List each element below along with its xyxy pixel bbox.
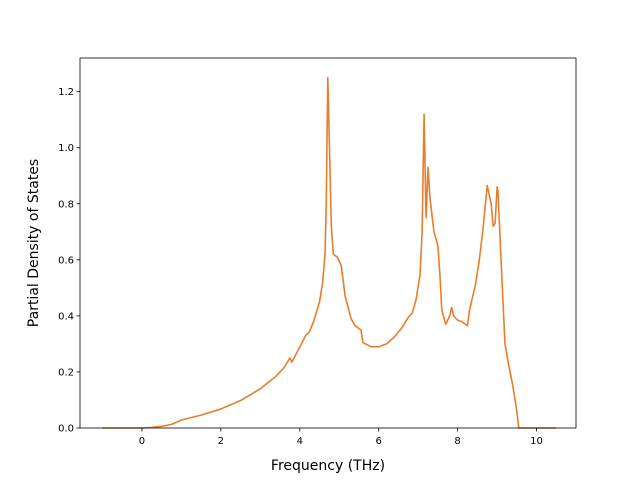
y-tick-label: 0.0	[58, 424, 74, 435]
y-tick-label: 0.6	[58, 255, 74, 266]
x-tick-label: 0	[139, 436, 145, 447]
plot-frame	[79, 57, 577, 429]
series-layer	[102, 76, 557, 429]
x-axis-label: Frequency (THz)	[271, 458, 385, 474]
x-tick-label: 6	[376, 436, 382, 447]
y-axis-label: Partial Density of States	[26, 159, 42, 327]
y-tick-label: 1.2	[58, 87, 74, 98]
x-axis-ticks: 0 2 4 6 8 10	[139, 428, 543, 447]
y-tick-label: 0.4	[58, 311, 74, 322]
y-tick-label: 1.0	[58, 143, 74, 154]
x-tick-label: 8	[454, 436, 460, 447]
x-tick-label: 2	[218, 436, 224, 447]
y-axis-ticks: 0.0 0.2 0.4 0.6 0.8 1.0 1.2	[58, 87, 80, 435]
y-tick-label: 0.2	[58, 367, 74, 378]
x-tick-label: 4	[297, 436, 303, 447]
series-line-0	[102, 76, 557, 429]
x-tick-label: 10	[530, 436, 543, 447]
y-tick-label: 0.8	[58, 199, 74, 210]
